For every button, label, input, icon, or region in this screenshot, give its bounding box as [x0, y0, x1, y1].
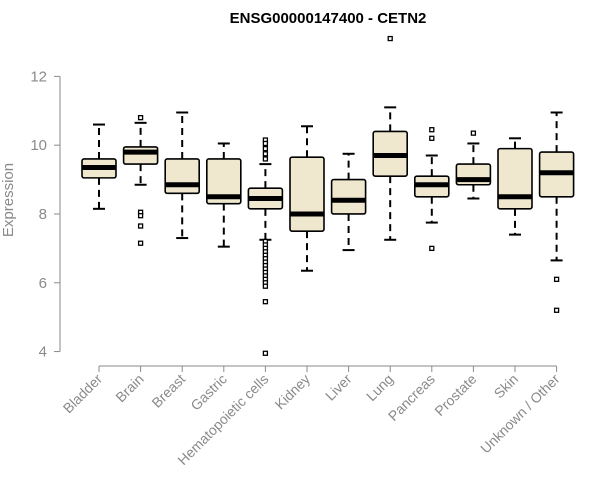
- y-tick-label: 4: [39, 344, 47, 361]
- box-pancreas: [413, 127, 450, 252]
- y-axis-label: Expression: [0, 163, 17, 237]
- box-iqr: [164, 158, 200, 195]
- y-tick-label: 10: [30, 137, 47, 154]
- box-gastric: [206, 142, 242, 248]
- x-tick-label: Bladder: [60, 371, 106, 417]
- x-tick-label: Skin: [491, 371, 522, 402]
- x-tick-label: Prostate: [431, 371, 479, 419]
- box-iqr: [289, 156, 325, 232]
- box-kidney: [289, 125, 325, 272]
- outlier-point: [470, 130, 477, 136]
- boxes: [81, 35, 575, 356]
- y-tick-label: 12: [30, 68, 47, 85]
- outlier-point: [262, 156, 269, 162]
- box-iqr: [122, 146, 159, 165]
- box-unknown-other: [538, 111, 575, 313]
- box-iqr: [330, 178, 367, 215]
- box-hematopoietic-cells: [247, 137, 284, 356]
- y-tick-label: 8: [39, 206, 47, 223]
- outlier-point: [429, 245, 435, 252]
- outlier-point: [262, 151, 269, 157]
- outlier-point: [262, 299, 269, 305]
- outlier-point: [429, 127, 435, 133]
- box-lung: [372, 35, 409, 241]
- outlier-point: [429, 135, 435, 141]
- x-tick-label: Breast: [148, 371, 188, 411]
- outlier-point: [137, 115, 144, 121]
- outlier-point: [262, 283, 269, 289]
- x-tick-label: Kidney: [272, 371, 314, 413]
- outlier-point: [262, 350, 269, 356]
- box-prostate: [455, 130, 492, 200]
- x-tick-label: Brain: [112, 371, 146, 405]
- box-skin: [497, 137, 533, 236]
- box-iqr: [497, 147, 533, 210]
- box-liver: [330, 152, 367, 252]
- x-tick-label: Unknown / Other: [477, 371, 563, 457]
- y-tick-label: 6: [39, 275, 47, 292]
- chart-title: ENSG00000147400 - CETN2: [230, 10, 427, 27]
- outlier-point: [262, 140, 269, 147]
- outlier-point: [137, 223, 144, 229]
- y-axis: 4 6 8 10 12: [30, 68, 61, 361]
- outlier-point: [137, 240, 144, 246]
- box-iqr: [206, 158, 242, 205]
- outlier-point: [387, 35, 393, 42]
- box-brain: [122, 115, 159, 246]
- x-tick-label: Lung: [363, 371, 396, 404]
- outlier-point: [262, 145, 269, 152]
- outlier-point: [137, 213, 144, 219]
- x-tick-label: Liver: [322, 371, 355, 404]
- outlier-point: [553, 307, 560, 313]
- box-breast: [164, 111, 200, 240]
- box-bladder: [81, 123, 117, 210]
- outlier-point: [553, 276, 560, 282]
